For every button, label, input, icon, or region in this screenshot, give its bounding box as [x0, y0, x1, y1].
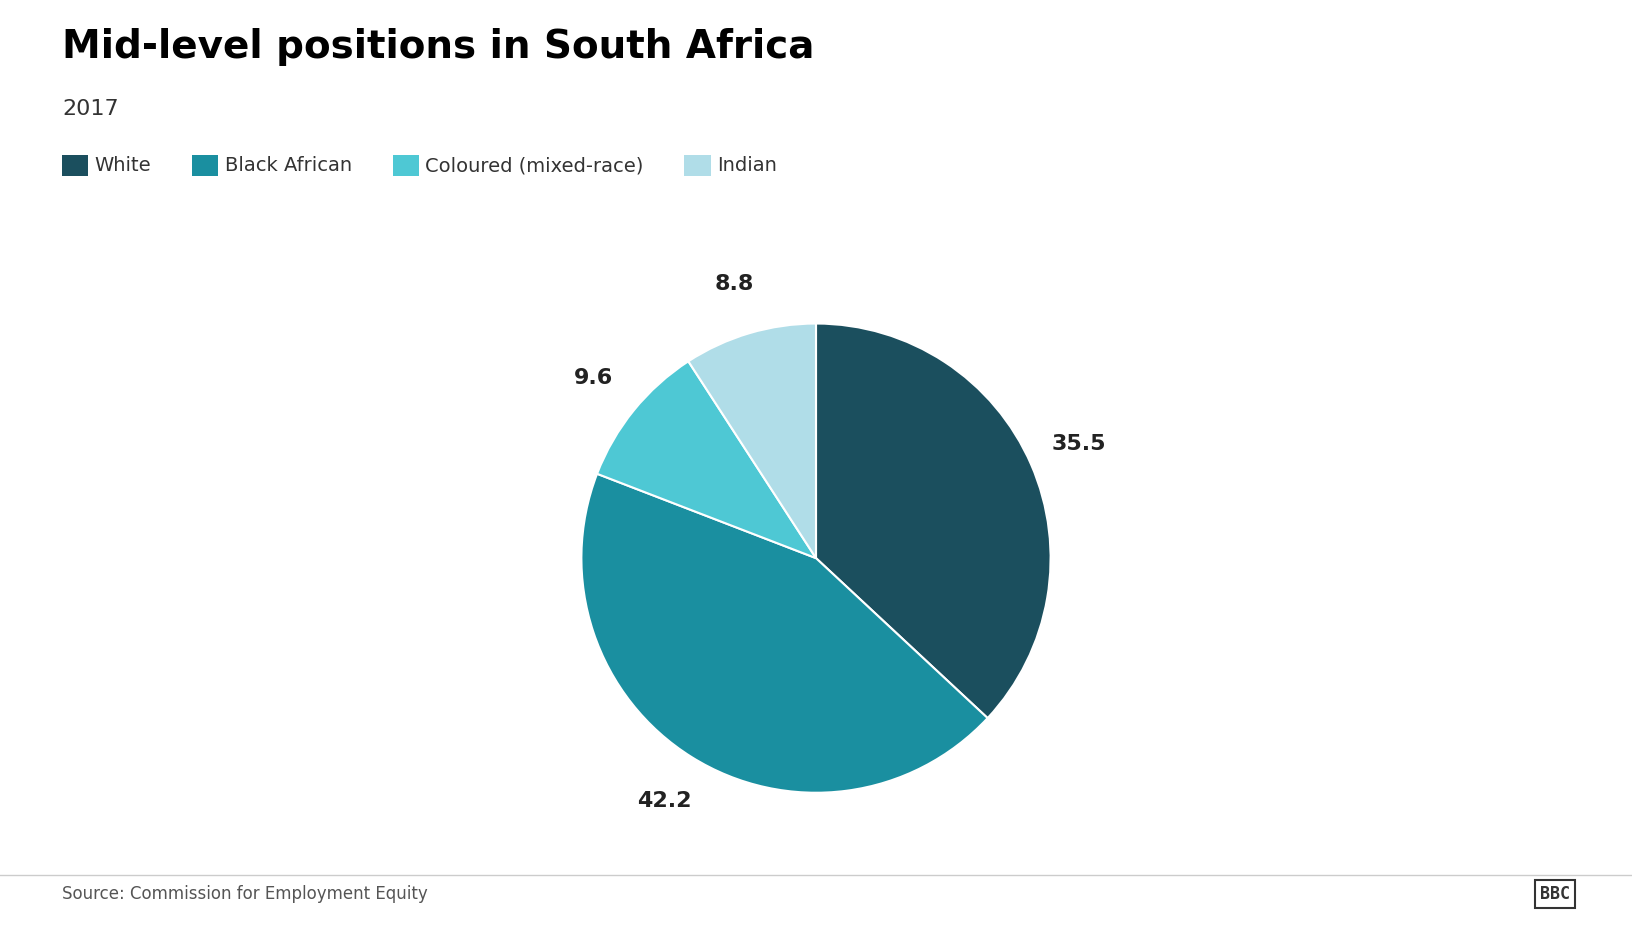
Wedge shape — [581, 474, 987, 793]
Text: 42.2: 42.2 — [636, 791, 692, 811]
Text: BBC: BBC — [1541, 885, 1570, 903]
Wedge shape — [816, 324, 1051, 718]
Wedge shape — [689, 324, 816, 558]
Text: Black African: Black African — [225, 156, 353, 175]
Wedge shape — [597, 361, 816, 558]
Text: White: White — [95, 156, 152, 175]
Text: 2017: 2017 — [62, 99, 119, 119]
Text: Mid-level positions in South Africa: Mid-level positions in South Africa — [62, 28, 814, 66]
Text: Indian: Indian — [716, 156, 777, 175]
Text: Coloured (mixed-race): Coloured (mixed-race) — [426, 156, 643, 175]
Text: 8.8: 8.8 — [715, 273, 754, 293]
Text: 9.6: 9.6 — [574, 368, 614, 388]
Text: Source: Commission for Employment Equity: Source: Commission for Employment Equity — [62, 885, 428, 903]
Text: 35.5: 35.5 — [1051, 434, 1106, 454]
